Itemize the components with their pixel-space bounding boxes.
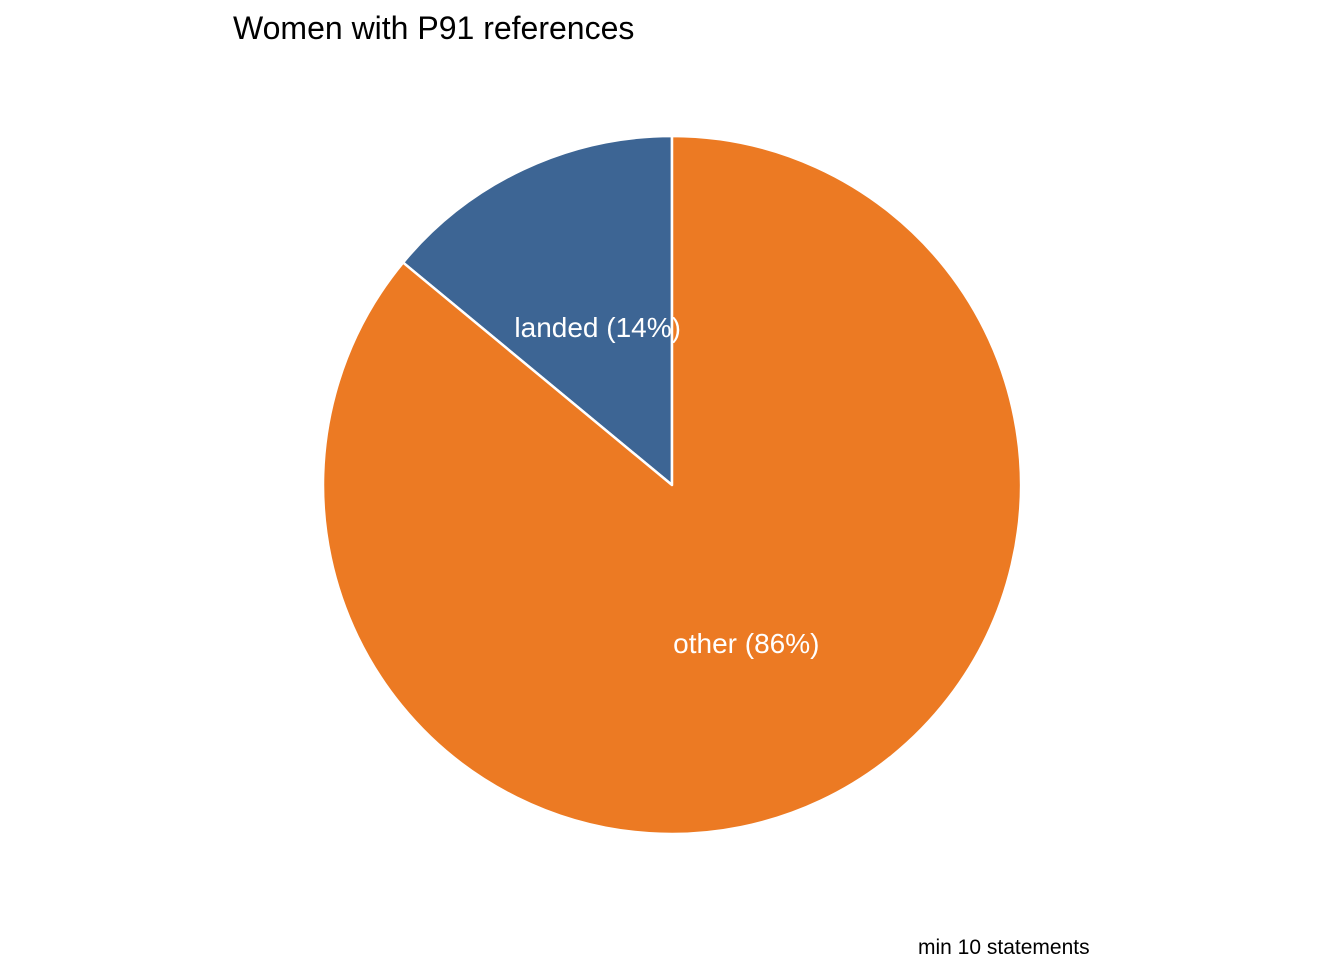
chart-caption: min 10 statements [918, 936, 1090, 959]
pie-slices [321, 134, 1023, 836]
slice-label-landed: landed (14%) [514, 312, 681, 343]
pie-labels: landed (14%) other (86%) [514, 312, 819, 659]
pie-slice-landed [401, 134, 674, 487]
pie-slice-other [321, 134, 1023, 836]
chart-title: Women with P91 references [233, 10, 635, 46]
slice-label-other: other (86%) [673, 628, 819, 659]
